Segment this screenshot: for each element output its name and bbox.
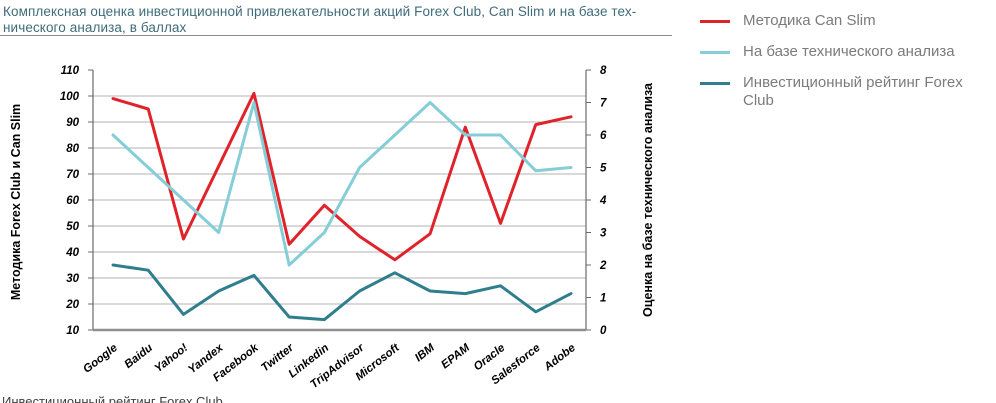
y-axis-right-tick-label: 4 <box>599 195 607 207</box>
y-axis-right-tick-label: 0 <box>600 325 607 337</box>
y-axis-right-tick-label: 2 <box>599 260 607 272</box>
chart-title-line-1: Комплексная оценка инвестиционной привле… <box>3 4 637 19</box>
legend-item-forex-club: Инвестиционный рейтинг Forex Club <box>700 74 992 110</box>
legend-swatch-can-slim <box>700 20 730 23</box>
chart-title: Комплексная оценка инвестиционной привле… <box>3 4 691 37</box>
x-category-label: Baidu <box>123 342 156 371</box>
x-category-label: Yahoo! <box>153 342 191 375</box>
y-axis-left-tick-label: 100 <box>60 91 80 103</box>
legend: Методика Can Slim На базе технического а… <box>700 12 992 123</box>
y-axis-left-tick-label: 50 <box>66 221 79 233</box>
y-axis-left-tick-label: 30 <box>66 273 79 285</box>
legend-swatch-tech-analysis <box>700 51 730 54</box>
chart-title-line-2: нического анализа, в баллах <box>3 20 187 36</box>
y-axis-right-tick-label: 1 <box>600 293 606 305</box>
legend-label-forex-club: Инвестиционный рейтинг Forex Club <box>743 74 963 109</box>
y-axis-left-tick-label: 110 <box>61 65 80 77</box>
y-axis-left-tick-label: 40 <box>65 247 79 259</box>
y-axis-right-title: Оценка на базе технического анализа <box>641 82 655 317</box>
x-category-label: EPAM <box>439 342 472 372</box>
x-category-label: IBM <box>413 342 437 365</box>
y-axis-right-tick-label: 5 <box>600 163 607 175</box>
y-axis-left-tick-label: 20 <box>65 299 79 311</box>
y-axis-left-tick-label: 10 <box>66 325 79 337</box>
series-line-tech-analysis <box>111 101 573 267</box>
cropped-caption-text: Инвестиционный рейтинг Forex Club <box>2 395 223 403</box>
y-axis-right-tick-label: 6 <box>600 130 607 142</box>
cropped-caption: Инвестиционный рейтинг Forex Club <box>2 395 562 403</box>
legend-label-can-slim: Методика Can Slim <box>743 12 876 29</box>
x-category-label: Google <box>81 342 120 376</box>
legend-swatch-forex-club <box>700 82 730 85</box>
legend-label-tech-analysis: На базе технического анализа <box>743 43 955 60</box>
y-axis-right-tick-label: 3 <box>600 228 607 240</box>
y-axis-right-tick-label: 8 <box>600 65 607 77</box>
title-divider <box>0 35 672 36</box>
y-axis-right-tick-label: 7 <box>600 98 607 110</box>
series-line-can-slim <box>111 91 573 262</box>
y-axis-left-title: Методика Forex Club и Can Slim <box>9 104 23 300</box>
legend-item-tech-analysis: На базе технического анализа <box>700 43 992 61</box>
y-axis-left-tick-label: 60 <box>66 195 79 207</box>
y-axis-left-tick-label: 90 <box>66 117 79 129</box>
x-category-label: Adobe <box>541 342 578 374</box>
legend-item-can-slim: Методика Can Slim <box>700 12 992 30</box>
series-line-forex-club <box>111 263 573 322</box>
y-axis-left-tick-label: 70 <box>66 169 79 181</box>
y-axis-left-tick-label: 80 <box>66 143 79 155</box>
